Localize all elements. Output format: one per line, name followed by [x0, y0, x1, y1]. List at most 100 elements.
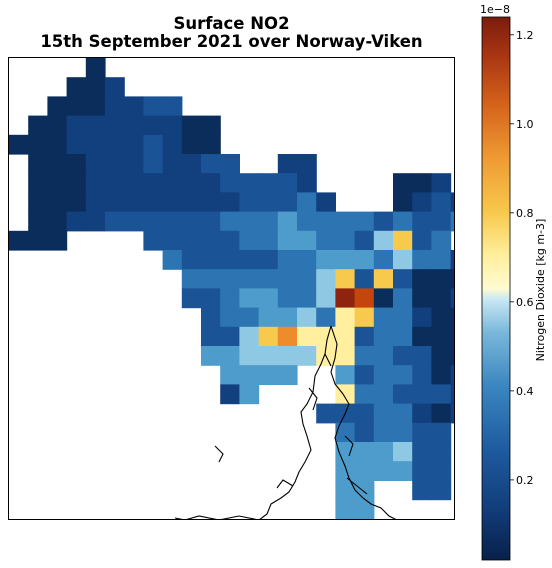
heatmap-cell [431, 422, 452, 443]
heatmap-cell [258, 173, 279, 193]
heatmap-cell [9, 230, 29, 251]
heatmap-cell [412, 173, 432, 193]
heatmap-cell [431, 346, 452, 366]
heatmap-cell [335, 365, 356, 385]
heatmap-cell [297, 346, 317, 366]
heatmap-cell [277, 211, 298, 232]
colorbar: 0.2 0.4 0.6 0.8 1.0 1.2 1e−8 Nitrogen Dioxide [… [480, 3, 547, 561]
heatmap-cell [450, 192, 454, 213]
heatmap-cell [201, 211, 221, 232]
heatmap-cell [124, 173, 144, 193]
heatmap-cell [143, 154, 164, 174]
heatmap-cell [105, 115, 125, 136]
heatmap-cell [201, 250, 221, 270]
heatmap-cell [201, 288, 221, 309]
heatmap-cell [412, 384, 432, 405]
heatmap-cell [373, 326, 394, 347]
heatmap-cell [181, 269, 202, 289]
heatmap-cell [239, 192, 260, 213]
heatmap-cell [412, 326, 432, 347]
heatmap-cell [412, 422, 432, 443]
heatmap-cell [335, 326, 356, 347]
heatmap-cell [354, 403, 375, 424]
heatmap-cell [28, 211, 48, 232]
heatmap-cell [66, 115, 87, 136]
heatmap-cell [431, 250, 452, 270]
heatmap-cell [201, 134, 221, 155]
heatmap-cell [316, 230, 336, 251]
heatmap-cell [258, 326, 279, 347]
heatmap-cell [47, 230, 68, 251]
heatmap-cell [258, 307, 279, 328]
heatmap-cell [220, 211, 240, 232]
heatmap-cell [431, 288, 452, 309]
heatmap-cell [220, 173, 240, 193]
heatmap-cell [28, 192, 48, 213]
heatmap-cell [335, 346, 356, 366]
heatmap-cell [431, 403, 452, 424]
heatmap-cell [201, 154, 221, 174]
heatmap-cell [450, 384, 454, 405]
heatmap-cell [373, 250, 394, 270]
heatmap-cell [28, 154, 48, 174]
heatmap-cell [412, 192, 432, 213]
heatmap-cell [393, 442, 413, 462]
heatmap-cell [162, 192, 183, 213]
heatmap-cell [258, 230, 279, 251]
heatmap-cell [393, 230, 413, 251]
heatmap-cell [258, 365, 279, 385]
heatmap-cell [124, 115, 144, 136]
heatmap-cell [393, 326, 413, 347]
colorbar-tick-label: 0.4 [516, 385, 534, 398]
heatmap-cell [239, 288, 260, 309]
heatmap-cell [181, 230, 202, 251]
heatmap-cell [181, 115, 202, 136]
heatmap-cell [162, 250, 183, 270]
heatmap-cell [28, 230, 48, 251]
heatmap-cell [354, 211, 375, 232]
heatmap-cell [412, 365, 432, 385]
heatmap-cell [277, 288, 298, 309]
heatmap-cell [220, 326, 240, 347]
heatmap-cell [143, 211, 164, 232]
heatmap-cell [316, 250, 336, 270]
heatmap-cell [412, 480, 432, 501]
heatmap-cell [277, 230, 298, 251]
heatmap-cell [201, 346, 221, 366]
heatmap-cell [354, 230, 375, 251]
heatmap-cell [335, 461, 356, 481]
heatmap-cell [335, 211, 356, 232]
heatmap-cell [124, 211, 144, 232]
heatmap-cell [316, 211, 336, 232]
heatmap-cell [450, 403, 454, 424]
heatmap-cell [316, 326, 336, 347]
heatmap-cell [450, 346, 454, 366]
heatmap-cell [66, 211, 87, 232]
heatmap-cell [181, 211, 202, 232]
heatmap-cell [373, 442, 394, 462]
heatmap-cell [143, 230, 164, 251]
heatmap-cell [431, 173, 452, 193]
heatmap-cell [335, 384, 356, 405]
heatmap-cell [393, 250, 413, 270]
heatmap-cell [239, 346, 260, 366]
heatmap-cell [316, 192, 336, 213]
heatmap-cell [201, 269, 221, 289]
heatmap-cell [412, 461, 432, 481]
heatmap-cell [85, 77, 106, 97]
heatmap-cell [354, 422, 375, 443]
heatmap-cell [354, 250, 375, 270]
heatmap-cell [277, 173, 298, 193]
heatmap-cell [143, 134, 164, 155]
colorbar-label: Nitrogen Dioxide [kg m-3] [534, 219, 547, 362]
heatmap-cell [66, 134, 87, 155]
heatmap-cell [316, 403, 336, 424]
heatmap-cell [393, 384, 413, 405]
heatmap-cell [373, 346, 394, 366]
heatmap-cell [85, 96, 106, 117]
heatmap-cell [335, 442, 356, 462]
heatmap-cell [85, 211, 106, 232]
heatmap-cell [239, 326, 260, 347]
heatmap-cell [412, 250, 432, 270]
heatmap-cell [28, 115, 48, 136]
